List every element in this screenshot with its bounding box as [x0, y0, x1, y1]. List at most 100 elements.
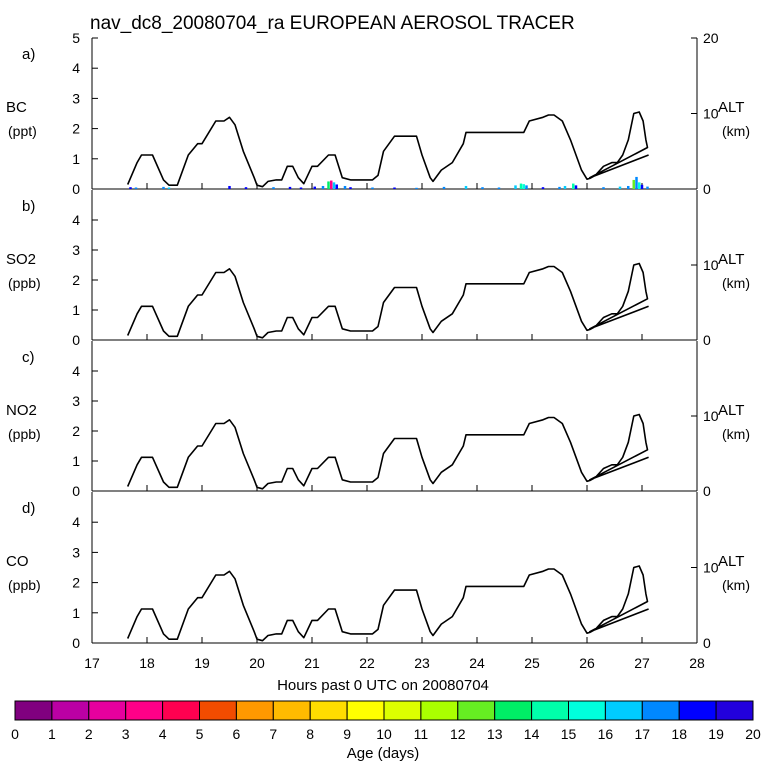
tracer-bar	[632, 179, 635, 189]
colorbar-tick-label: 4	[159, 726, 167, 742]
colorbar-tick-label: 12	[450, 726, 466, 742]
left-tick-label: 4	[72, 514, 80, 530]
panel-no2: 0 1 2 3 4 0 10 c) NO2 (ppb) ALT (km)	[6, 341, 750, 499]
figure-title: nav_dc8_20080704_ra EUROPEAN AEROSOL TRA…	[90, 13, 575, 34]
panel-so2: 0 1 2 3 4 0 10 b) SO2 (ppb) ALT (km)	[6, 190, 750, 348]
left-tick-label: 3	[72, 393, 80, 409]
tracer-bar	[288, 186, 292, 189]
panels-group: 01234501020a)BC(ppt)ALT(km)01234010b)SO2…	[6, 30, 750, 651]
tracer-bar	[327, 181, 330, 189]
right-tick-label: 10	[703, 560, 719, 576]
tracer-bar	[563, 185, 567, 189]
tracer-bar	[522, 184, 525, 189]
x-tick-label: 23	[414, 655, 430, 671]
colorbar-label: Age (days)	[347, 745, 420, 762]
left-tick-label: 3	[72, 544, 80, 560]
right-tick-label: 10	[703, 257, 719, 273]
left-tick-label: 1	[72, 453, 80, 469]
tracer-bar	[574, 185, 578, 189]
left-tick-label: 3	[72, 242, 80, 258]
tracer-bar	[497, 187, 501, 189]
colorbar-swatch	[457, 700, 496, 721]
tracer-bar	[272, 187, 275, 189]
panel-letter: b)	[22, 198, 35, 215]
colorbar-tick-label: 8	[306, 726, 314, 742]
altitude-line	[126, 565, 649, 642]
colorbar-tick-label: 3	[122, 726, 130, 742]
x-tick-label: 24	[469, 655, 485, 671]
tracer-bar	[244, 187, 248, 189]
left-tick-label: 2	[72, 575, 80, 591]
alt-units-label: (km)	[722, 577, 750, 593]
colorbar-tick-label: 14	[524, 726, 540, 742]
colorbar-swatch	[568, 700, 606, 721]
colorbar-tick-label: 7	[269, 726, 277, 742]
tracer-bar	[162, 186, 165, 189]
colorbar-swatch	[88, 700, 127, 721]
x-tick-label: 27	[634, 655, 650, 671]
right-tick-label: 20	[703, 30, 719, 46]
tracer-bar	[627, 185, 630, 189]
colorbar-swatch	[531, 700, 569, 721]
right-tick-label: 0	[703, 181, 711, 197]
tracer-bar	[349, 187, 352, 189]
tracer-bar	[299, 187, 303, 189]
tracer-bar	[313, 186, 316, 189]
panel-units-label: (ppb)	[8, 275, 41, 291]
age-colorbar: 0 1 2 3 4 5 6 7 8 9 10 11 12 13 14 15 16 17 18 19 20	[11, 700, 761, 742]
tracer-bar	[635, 176, 638, 189]
left-tick-label: 0	[72, 483, 80, 499]
tracer-bar	[558, 186, 561, 189]
tracer-bar	[602, 187, 605, 189]
colorbar-swatch	[235, 700, 274, 721]
panel-units-label: (ppt)	[8, 123, 37, 139]
tracer-bar	[330, 180, 333, 189]
tracer-bar	[618, 186, 622, 189]
x-tick-label: 28	[689, 655, 705, 671]
altitude-line	[126, 111, 649, 188]
x-tick-label: 19	[194, 655, 210, 671]
colorbar-swatch	[199, 700, 237, 721]
colorbar-tick-label: 10	[376, 726, 392, 742]
colorbar-swatch	[309, 700, 348, 721]
alt-axis-label: ALT	[718, 99, 744, 116]
colorbar-tick-label: 11	[414, 726, 429, 742]
x-tick-label: 17	[84, 655, 100, 671]
colorbar-tick-label: 16	[598, 726, 614, 742]
tracer-bar	[640, 184, 644, 189]
alt-axis-label: ALT	[718, 553, 744, 570]
left-tick-label: 0	[72, 635, 80, 651]
panel-units-label: (ppb)	[8, 577, 41, 593]
left-tick-label: 0	[72, 332, 80, 348]
colorbar-tick-label: 18	[671, 726, 687, 742]
colorbar-swatch	[346, 700, 385, 721]
x-axis: 17 18 19 20 21 22 23 24 25 26 27 28	[84, 655, 705, 671]
panel-letter: c)	[22, 349, 35, 366]
colorbar-swatch	[715, 700, 754, 721]
colorbar-swatch	[14, 700, 53, 721]
left-tick-label: 1	[72, 151, 80, 167]
left-tick-label: 3	[72, 90, 80, 106]
left-tick-label: 4	[72, 212, 80, 228]
left-tick-label: 0	[72, 181, 80, 197]
x-tick-label: 26	[579, 655, 595, 671]
panel-species-label: NO2	[6, 402, 37, 419]
colorbar-swatch	[678, 700, 717, 721]
x-tick-label: 21	[304, 655, 320, 671]
colorbar-swatch	[51, 700, 90, 721]
right-tick-label: 10	[703, 106, 719, 122]
alt-units-label: (km)	[722, 275, 750, 291]
tracer-bar	[646, 186, 649, 189]
panel-co: 0 1 2 3 4 0 10 d) CO (ppb) ALT (km)	[6, 492, 750, 651]
x-tick-label: 22	[359, 655, 375, 671]
tracer-bar	[371, 187, 374, 189]
tracer-bar	[228, 185, 231, 189]
alt-axis-label: ALT	[718, 251, 744, 268]
colorbar-tick-label: 6	[233, 726, 241, 742]
x-tick-label: 20	[249, 655, 265, 671]
panel-letter: d)	[22, 500, 35, 517]
left-tick-label: 4	[72, 363, 80, 379]
panel-bc: 0 1 2 3 4 5 0 10 20 a) BC (ppt) ALT (km)	[6, 30, 750, 197]
colorbar-tick-label: 19	[708, 726, 724, 742]
